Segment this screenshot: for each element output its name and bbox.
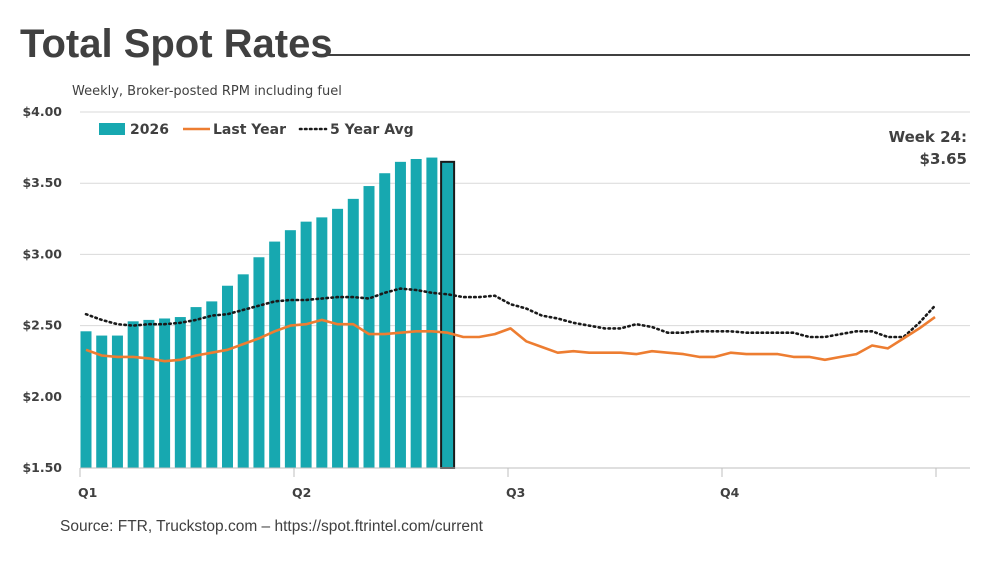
bar-2026	[426, 157, 438, 468]
bars-2026	[80, 157, 456, 469]
last-year-line	[85, 316, 936, 363]
chart-subtitle: Weekly, Broker-posted RPM including fuel	[72, 84, 342, 99]
bar-2026	[300, 221, 312, 468]
bar-2026	[410, 158, 422, 468]
y-tick-label: $2.00	[22, 389, 62, 404]
x-quarter-label: Q3	[506, 485, 525, 500]
page-title: Total Spot Rates	[20, 22, 333, 66]
y-tick-label: $3.00	[22, 246, 62, 261]
legend-swatch-2026	[99, 123, 125, 135]
y-tick-label: $1.50	[22, 460, 62, 475]
bar-2026	[80, 331, 92, 468]
bar-2026	[379, 173, 391, 468]
bar-2026	[222, 285, 233, 468]
legend-label-last-year: Last Year	[213, 122, 286, 138]
bar-2026	[332, 208, 344, 468]
bar-2026	[347, 198, 359, 468]
five-year-avg-line	[84, 287, 937, 339]
bar-2026	[174, 317, 186, 468]
bar-2026	[127, 321, 139, 468]
bar-2026	[190, 307, 202, 468]
bar-2026	[96, 335, 108, 468]
bar-2026	[159, 318, 171, 468]
bar-2026	[111, 335, 123, 468]
legend-label-2026: 2026	[130, 122, 169, 138]
source-note: Source: FTR, Truckstop.com – https://spo…	[60, 518, 483, 535]
legend-label-five-year-avg: 5 Year Avg	[330, 122, 414, 138]
bar-2026	[206, 301, 218, 468]
x-quarter-label: Q1	[78, 485, 97, 500]
bar-2026	[394, 161, 406, 468]
callout-week-label: Week 24:	[888, 128, 967, 146]
bar-2026-highlight	[440, 160, 456, 469]
five-year-avg-layer	[84, 287, 937, 339]
callout-week-value: $3.65	[919, 150, 967, 168]
title-underline	[314, 54, 970, 56]
bar-2026	[363, 186, 375, 468]
x-quarter-label: Q2	[292, 485, 311, 500]
y-tick-label: $3.50	[22, 175, 62, 190]
bar-2026	[237, 274, 249, 468]
axes: $1.50 $2.00 $2.50 $3.00 $3.50 $4.00 Q1 Q2 Q3 Q4	[22, 104, 970, 500]
bar-2026	[143, 319, 155, 468]
week-callout: Week 24: $3.65	[889, 126, 967, 170]
bar-2026	[284, 230, 296, 468]
bar-2026	[316, 217, 328, 468]
x-quarter-label: Q4	[720, 485, 740, 500]
last-year-layer	[85, 316, 936, 363]
legend: 2026 Last Year 5 Year Avg	[99, 122, 414, 138]
bar-2026	[253, 257, 265, 468]
bar-2026	[269, 241, 281, 468]
y-tick-label: $4.00	[22, 104, 62, 119]
y-tick-label: $2.50	[22, 318, 62, 333]
